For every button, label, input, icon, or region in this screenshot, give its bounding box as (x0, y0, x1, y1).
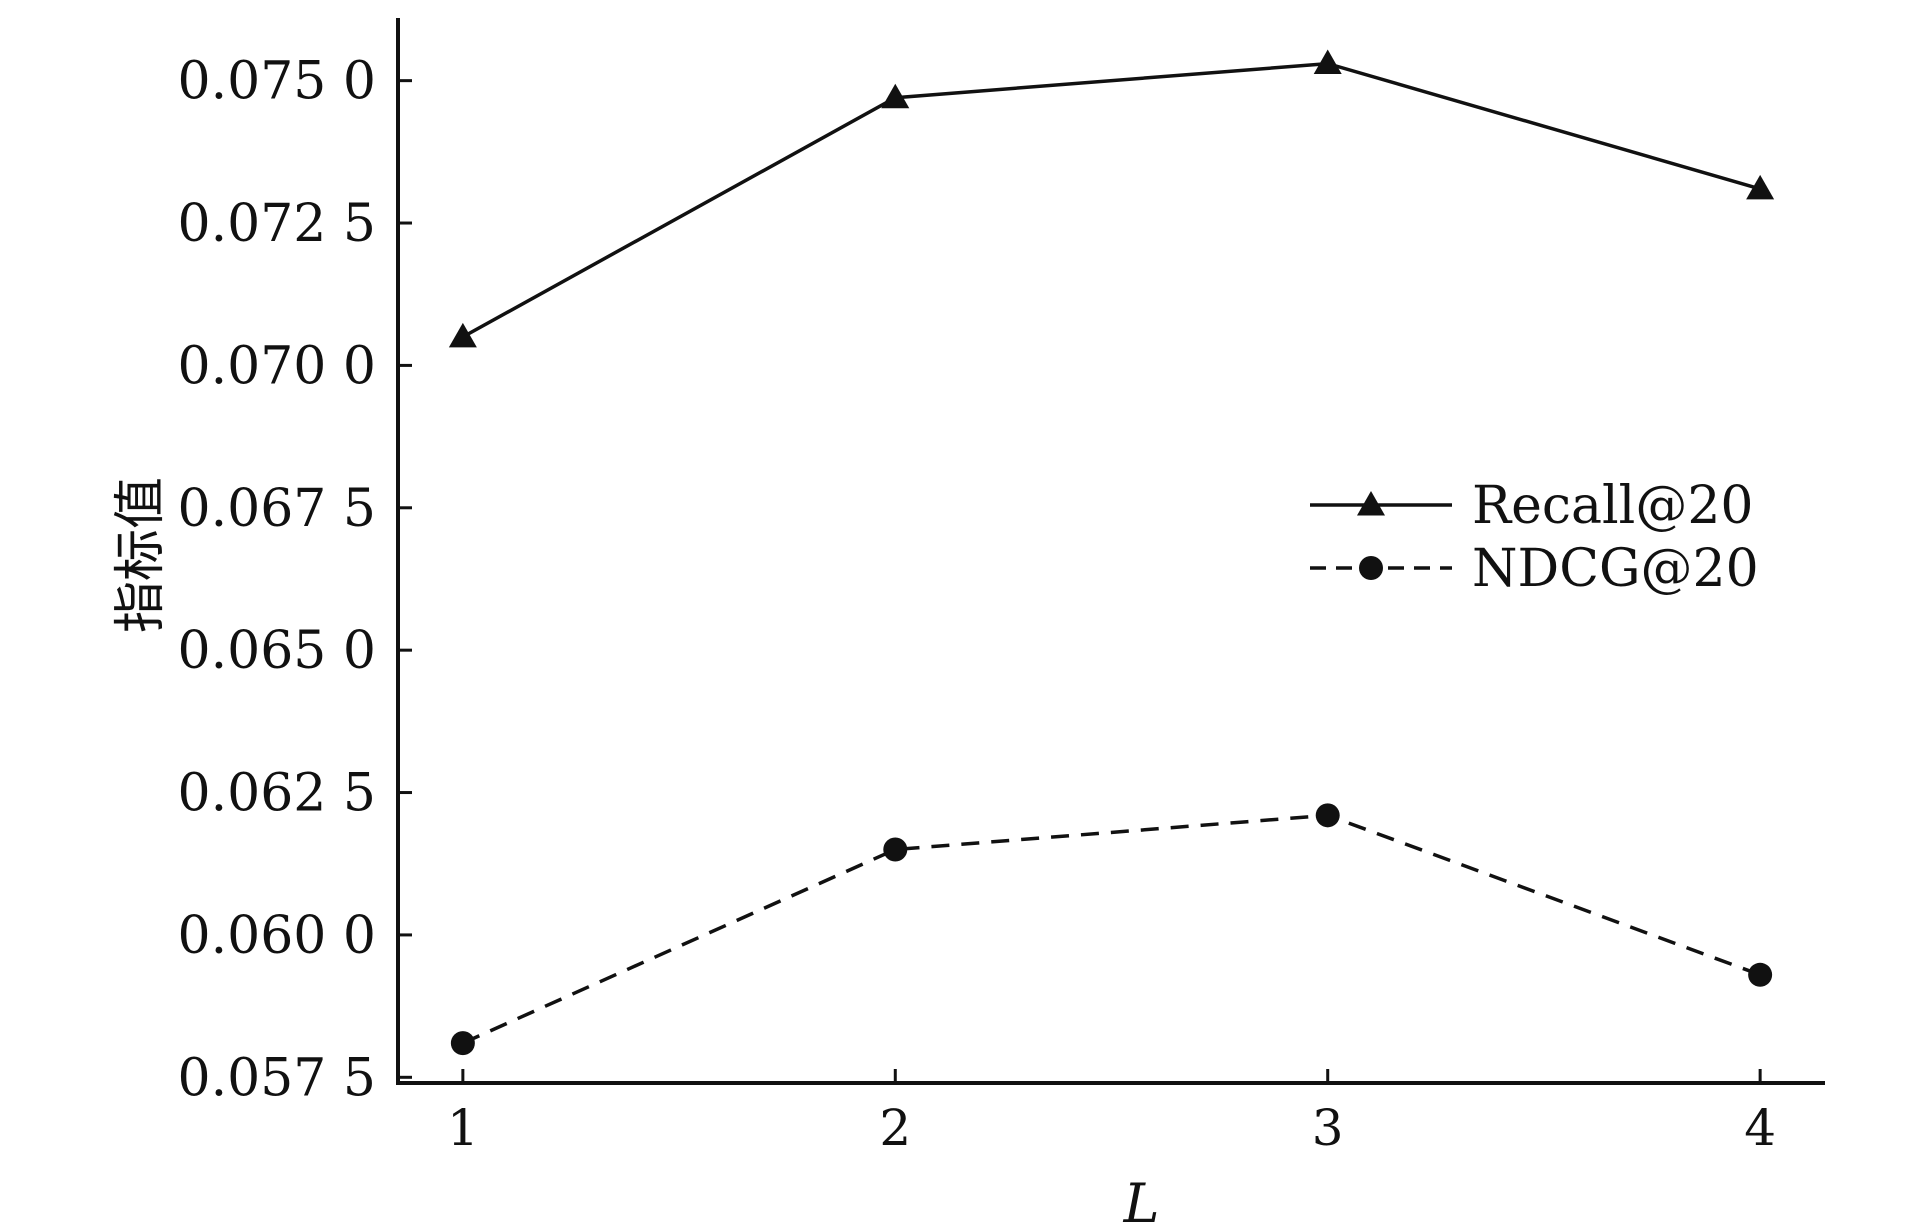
x-tick-label: 3 (1312, 1099, 1344, 1157)
data-point-ndcg-20 (883, 837, 908, 862)
y-tick-label: 0.070 0 (178, 336, 376, 396)
series-line-recall-20 (462, 61, 1761, 339)
data-point-ndcg-20 (450, 1031, 475, 1056)
series-line-ndcg-20 (462, 813, 1761, 1045)
data-point-recall-20 (448, 322, 477, 348)
data-point-recall-20 (881, 83, 910, 109)
data-point-ndcg-20 (1315, 803, 1340, 828)
y-tick-label: 0.057 5 (178, 1048, 376, 1108)
series-group (448, 49, 1775, 1056)
x-tick-label: 2 (879, 1099, 911, 1157)
axis-labels-group: L 指标值 (111, 477, 1159, 1228)
y-tick-label: 0.065 0 (178, 621, 376, 681)
x-tick-label: 4 (1744, 1099, 1776, 1157)
legend-label: NDCG@20 (1472, 539, 1759, 599)
y-tick-label: 0.060 0 (178, 906, 376, 966)
y-tick-label: 0.062 5 (178, 764, 376, 824)
x-axis-label: L (1123, 1172, 1160, 1228)
data-point-recall-20 (1313, 49, 1342, 75)
y-tick-label: 0.072 5 (178, 194, 376, 254)
x-tick-label: 1 (447, 1099, 479, 1157)
y-tick-label: 0.075 0 (178, 52, 376, 112)
data-point-recall-20 (1746, 174, 1775, 200)
legend-marker (1359, 556, 1383, 580)
axes-group: 0.057 5 0.060 0 0.062 5 0.065 0 0.067 5 0.070… (178, 18, 1825, 1157)
legend-marker (1357, 491, 1385, 516)
data-point-ndcg-20 (1748, 962, 1773, 987)
y-axis-label: 指标值 (111, 477, 171, 633)
y-tick-label: 0.067 5 (178, 479, 376, 539)
legend-label: Recall@20 (1472, 476, 1753, 536)
